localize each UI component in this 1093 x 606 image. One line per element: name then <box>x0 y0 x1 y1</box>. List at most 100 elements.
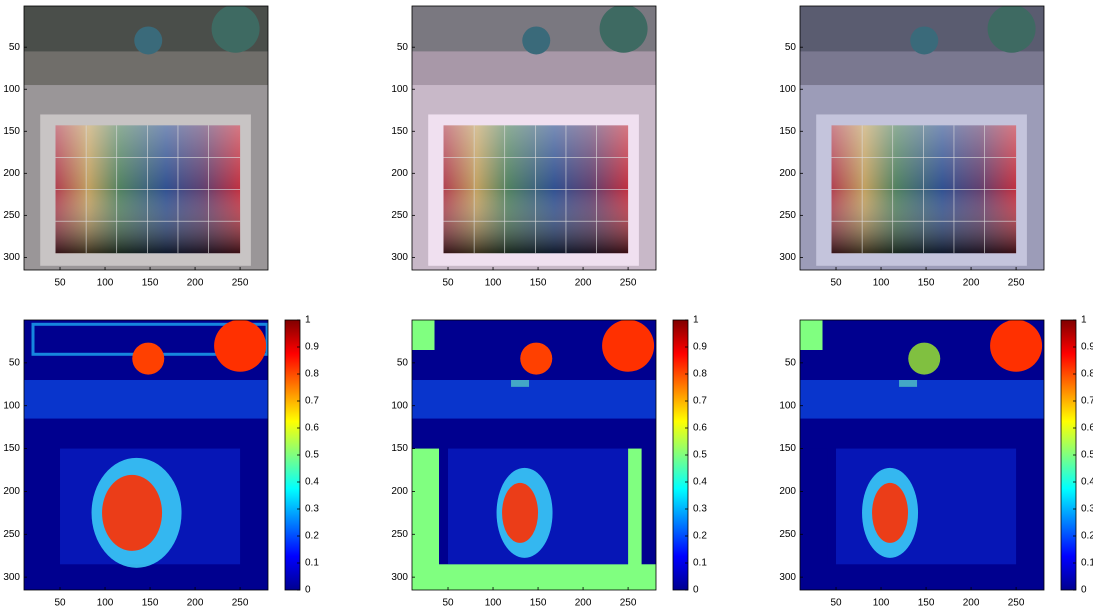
heat-ball <box>602 320 655 372</box>
x-tick-label: 250 <box>232 598 249 606</box>
y-tick-label: 150 <box>3 443 20 454</box>
colorbar-tick-label: 0.8 <box>1081 369 1093 380</box>
x-tick-label: 250 <box>1008 278 1025 289</box>
y-tick-label: 150 <box>391 443 408 454</box>
panel-image <box>412 6 656 270</box>
y-tick-label: 50 <box>785 357 797 368</box>
colorbar-tick-label: 1 <box>305 315 311 326</box>
heat-ball <box>908 342 941 375</box>
x-tick-label: 250 <box>232 278 249 289</box>
heat-band <box>412 380 656 419</box>
colorbar-tick-label: 0.4 <box>305 477 319 488</box>
x-tick-label: 250 <box>1008 598 1025 606</box>
x-tick-label: 150 <box>142 598 159 606</box>
photo-ball <box>987 6 1036 53</box>
y-tick-label: 100 <box>779 84 796 95</box>
colorbar-tick-label: 0.9 <box>305 342 319 353</box>
x-tick-label: 200 <box>963 278 980 289</box>
y-tick-label: 150 <box>3 126 20 137</box>
colorbar-tick-label: 0.8 <box>693 369 707 380</box>
colorbar-tick-label: 0.5 <box>305 450 319 461</box>
axes-frame <box>23 5 269 271</box>
heat-ball <box>132 342 165 375</box>
colorbar-tick-label: 0 <box>693 585 699 596</box>
x-tick-label: 50 <box>54 278 66 289</box>
photo-ball <box>134 26 163 55</box>
panel-image <box>800 6 1044 270</box>
x-tick-label: 250 <box>620 278 637 289</box>
x-tick-label: 200 <box>575 278 592 289</box>
heat-green <box>800 320 823 350</box>
colorbar-tick-label: 0.5 <box>693 450 707 461</box>
y-tick-label: 100 <box>779 400 796 411</box>
colorbar-tick-label: 0.6 <box>693 423 707 434</box>
x-tick-label: 200 <box>575 598 592 606</box>
colorbar-tick-label: 1 <box>1081 315 1087 326</box>
heat-band <box>800 380 1044 419</box>
axes-frame <box>799 319 1045 591</box>
x-tick-label: 150 <box>530 278 547 289</box>
y-tick-label: 200 <box>779 168 796 179</box>
colorbar-tick-label: 0.2 <box>1081 531 1093 542</box>
colorbar-tick-label: 1 <box>693 315 699 326</box>
photo-ball <box>599 6 648 53</box>
heat-ball <box>990 320 1043 372</box>
colorbar-tick-label: 0 <box>305 585 311 596</box>
heat-blob <box>102 474 163 551</box>
colorbar-tick-label: 0.9 <box>1081 342 1093 353</box>
colorbar-tick-label: 0.1 <box>693 558 707 569</box>
y-tick-label: 200 <box>779 486 796 497</box>
colorbar-tick-label: 0.8 <box>305 369 319 380</box>
panel-image <box>24 320 268 590</box>
x-tick-label: 100 <box>485 598 502 606</box>
axes-frame <box>411 319 657 591</box>
heat-band <box>24 380 268 419</box>
colorbar-tick-label: 0.2 <box>305 531 319 542</box>
axes-frame <box>411 5 657 271</box>
photo-ledge <box>412 51 656 86</box>
colorbar-tick-label: 0.9 <box>693 342 707 353</box>
x-tick-label: 150 <box>918 278 935 289</box>
y-tick-label: 300 <box>3 252 20 263</box>
heat-ball <box>214 320 267 372</box>
y-tick-label: 200 <box>391 486 408 497</box>
heat-ball <box>520 342 553 375</box>
x-tick-label: 150 <box>918 598 935 606</box>
y-tick-label: 50 <box>9 357 21 368</box>
y-tick-label: 150 <box>391 126 408 137</box>
y-tick-label: 300 <box>779 252 796 263</box>
axes-frame <box>799 5 1045 271</box>
y-tick-label: 150 <box>779 443 796 454</box>
y-tick-label: 250 <box>3 529 20 540</box>
y-tick-label: 100 <box>3 84 20 95</box>
x-tick-label: 200 <box>187 278 204 289</box>
x-tick-label: 50 <box>830 278 842 289</box>
y-tick-label: 200 <box>3 168 20 179</box>
y-tick-label: 250 <box>3 210 20 221</box>
colorbar-tick-label: 0.6 <box>305 423 319 434</box>
heat-green <box>412 320 435 350</box>
colorbar-tick-label: 0.1 <box>305 558 319 569</box>
y-tick-label: 100 <box>391 400 408 411</box>
heat-green <box>800 564 1044 590</box>
colorbar-tick-label: 0.2 <box>693 531 707 542</box>
colorbar-tick-label: 0.7 <box>1081 396 1093 407</box>
photo-ball <box>910 26 939 55</box>
axes-frame <box>23 319 269 591</box>
x-tick-label: 100 <box>97 598 114 606</box>
y-tick-label: 300 <box>779 572 796 583</box>
panel-image <box>24 6 268 270</box>
x-tick-label: 150 <box>530 598 547 606</box>
photo-ball <box>211 6 260 53</box>
y-tick-label: 250 <box>779 529 796 540</box>
x-tick-label: 100 <box>485 278 502 289</box>
colorbar-tick-label: 0.3 <box>1081 504 1093 515</box>
panel-image <box>800 320 1044 590</box>
y-tick-label: 250 <box>779 210 796 221</box>
x-tick-label: 100 <box>97 278 114 289</box>
colorbar-tick-label: 0.6 <box>1081 423 1093 434</box>
x-tick-label: 50 <box>442 598 454 606</box>
colorbar-tick-label: 0.5 <box>1081 450 1093 461</box>
colorbar-tick-label: 0.1 <box>1081 558 1093 569</box>
